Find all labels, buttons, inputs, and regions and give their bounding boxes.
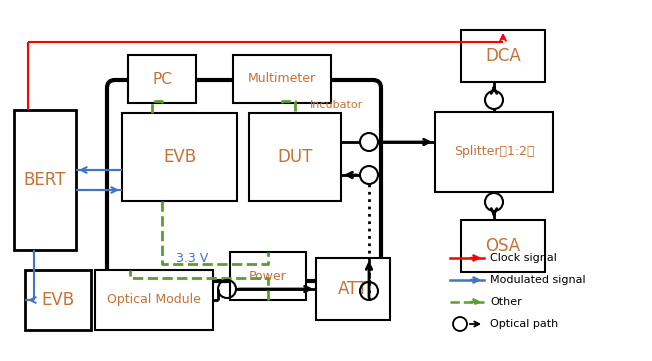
Text: Optical path: Optical path (490, 319, 558, 329)
Bar (233, 55, 331, 103)
Text: 3.3 V: 3.3 V (176, 252, 208, 265)
Bar (249, 113, 341, 201)
Bar (14, 110, 76, 250)
Text: Other: Other (490, 297, 522, 307)
Text: Power: Power (249, 270, 287, 283)
FancyBboxPatch shape (107, 80, 381, 281)
Text: EVB: EVB (42, 291, 74, 309)
Text: Clock signal: Clock signal (490, 253, 557, 263)
Text: OSA: OSA (486, 237, 520, 255)
Text: BERT: BERT (24, 171, 67, 189)
Text: DUT: DUT (277, 148, 313, 166)
Text: Splitter（1:2）: Splitter（1:2） (454, 145, 534, 158)
Text: Modulated signal: Modulated signal (490, 275, 585, 285)
Bar (122, 113, 237, 201)
Bar (316, 258, 390, 320)
Bar (461, 30, 545, 82)
Bar (461, 220, 545, 272)
Bar (435, 112, 553, 192)
Text: Multimeter: Multimeter (248, 73, 316, 86)
Text: Optical Module: Optical Module (107, 293, 201, 306)
Text: EVB: EVB (163, 148, 196, 166)
Bar (95, 270, 213, 330)
Text: ATT: ATT (338, 280, 368, 298)
Text: DCA: DCA (485, 47, 521, 65)
Bar (25, 270, 91, 330)
Text: PC: PC (152, 71, 172, 87)
Text: Incubator: Incubator (310, 100, 363, 110)
Bar (128, 55, 196, 103)
Bar (230, 252, 306, 300)
